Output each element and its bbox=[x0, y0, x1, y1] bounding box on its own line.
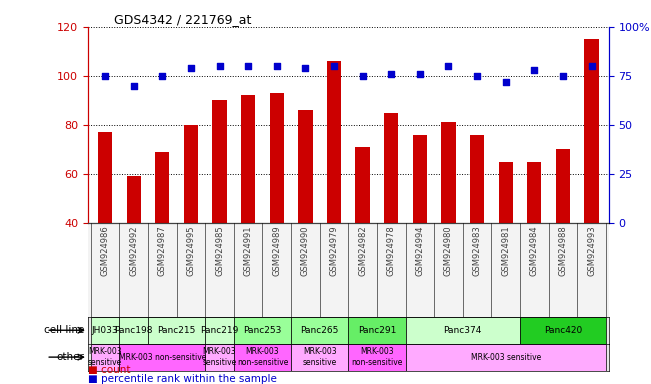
Bar bbox=[406, 344, 606, 371]
Bar bbox=[98, 132, 112, 321]
Text: JH033: JH033 bbox=[92, 326, 118, 335]
Bar bbox=[205, 317, 234, 344]
Point bbox=[300, 65, 311, 71]
Bar bbox=[327, 61, 341, 321]
Text: MRK-003
sensitive: MRK-003 sensitive bbox=[303, 348, 337, 367]
Text: GDS4342 / 221769_at: GDS4342 / 221769_at bbox=[114, 13, 251, 26]
Text: MRK-003
sensitive: MRK-003 sensitive bbox=[88, 348, 122, 367]
Bar bbox=[527, 162, 542, 321]
Text: MRK-003
non-sensitive: MRK-003 non-sensitive bbox=[351, 348, 402, 367]
Bar bbox=[348, 317, 406, 344]
Bar bbox=[291, 317, 348, 344]
Bar bbox=[298, 110, 312, 321]
Point bbox=[443, 63, 454, 69]
Bar bbox=[355, 147, 370, 321]
Point bbox=[243, 63, 253, 69]
Point bbox=[271, 63, 282, 69]
Text: Panc219: Panc219 bbox=[201, 326, 239, 335]
Bar bbox=[119, 317, 148, 344]
Point bbox=[357, 73, 368, 79]
Point bbox=[501, 79, 511, 85]
Bar bbox=[406, 317, 520, 344]
Text: MRK-003 sensitive: MRK-003 sensitive bbox=[471, 353, 541, 362]
Point bbox=[186, 65, 196, 71]
Point bbox=[529, 67, 540, 73]
Bar bbox=[348, 344, 406, 371]
Bar bbox=[241, 95, 255, 321]
Text: other: other bbox=[57, 352, 85, 362]
Bar bbox=[119, 344, 205, 371]
Bar bbox=[384, 113, 398, 321]
Bar bbox=[205, 344, 234, 371]
Bar bbox=[499, 162, 513, 321]
Point bbox=[128, 83, 139, 89]
Bar bbox=[520, 317, 606, 344]
Bar bbox=[234, 344, 291, 371]
Bar bbox=[291, 344, 348, 371]
Point bbox=[214, 63, 225, 69]
Bar bbox=[234, 317, 291, 344]
Text: ■ percentile rank within the sample: ■ percentile rank within the sample bbox=[88, 374, 277, 384]
Point bbox=[329, 63, 339, 69]
Point bbox=[472, 73, 482, 79]
Bar bbox=[270, 93, 284, 321]
Text: MRK-003
non-sensitive: MRK-003 non-sensitive bbox=[237, 348, 288, 367]
Text: Panc420: Panc420 bbox=[544, 326, 582, 335]
Point bbox=[587, 63, 597, 69]
Text: MRK-003
sensitive: MRK-003 sensitive bbox=[202, 348, 237, 367]
Bar bbox=[155, 152, 169, 321]
Bar bbox=[470, 135, 484, 321]
Bar bbox=[441, 122, 456, 321]
Point bbox=[558, 73, 568, 79]
Bar bbox=[413, 135, 427, 321]
Text: ■ count: ■ count bbox=[88, 365, 130, 375]
Text: Panc291: Panc291 bbox=[357, 326, 396, 335]
Point bbox=[415, 71, 425, 77]
Point bbox=[100, 73, 110, 79]
Bar bbox=[148, 317, 205, 344]
Point bbox=[157, 73, 167, 79]
Bar bbox=[556, 149, 570, 321]
Text: Panc253: Panc253 bbox=[243, 326, 282, 335]
Text: MRK-003 non-sensitive: MRK-003 non-sensitive bbox=[118, 353, 206, 362]
Text: cell line: cell line bbox=[44, 325, 85, 335]
Text: Panc265: Panc265 bbox=[301, 326, 339, 335]
Bar bbox=[90, 344, 119, 371]
Text: Panc374: Panc374 bbox=[443, 326, 482, 335]
Text: Panc215: Panc215 bbox=[158, 326, 196, 335]
Text: Panc198: Panc198 bbox=[115, 326, 153, 335]
Bar bbox=[184, 125, 198, 321]
Point bbox=[386, 71, 396, 77]
Bar bbox=[90, 317, 119, 344]
Bar bbox=[585, 39, 599, 321]
Bar bbox=[212, 100, 227, 321]
Bar bbox=[126, 176, 141, 321]
